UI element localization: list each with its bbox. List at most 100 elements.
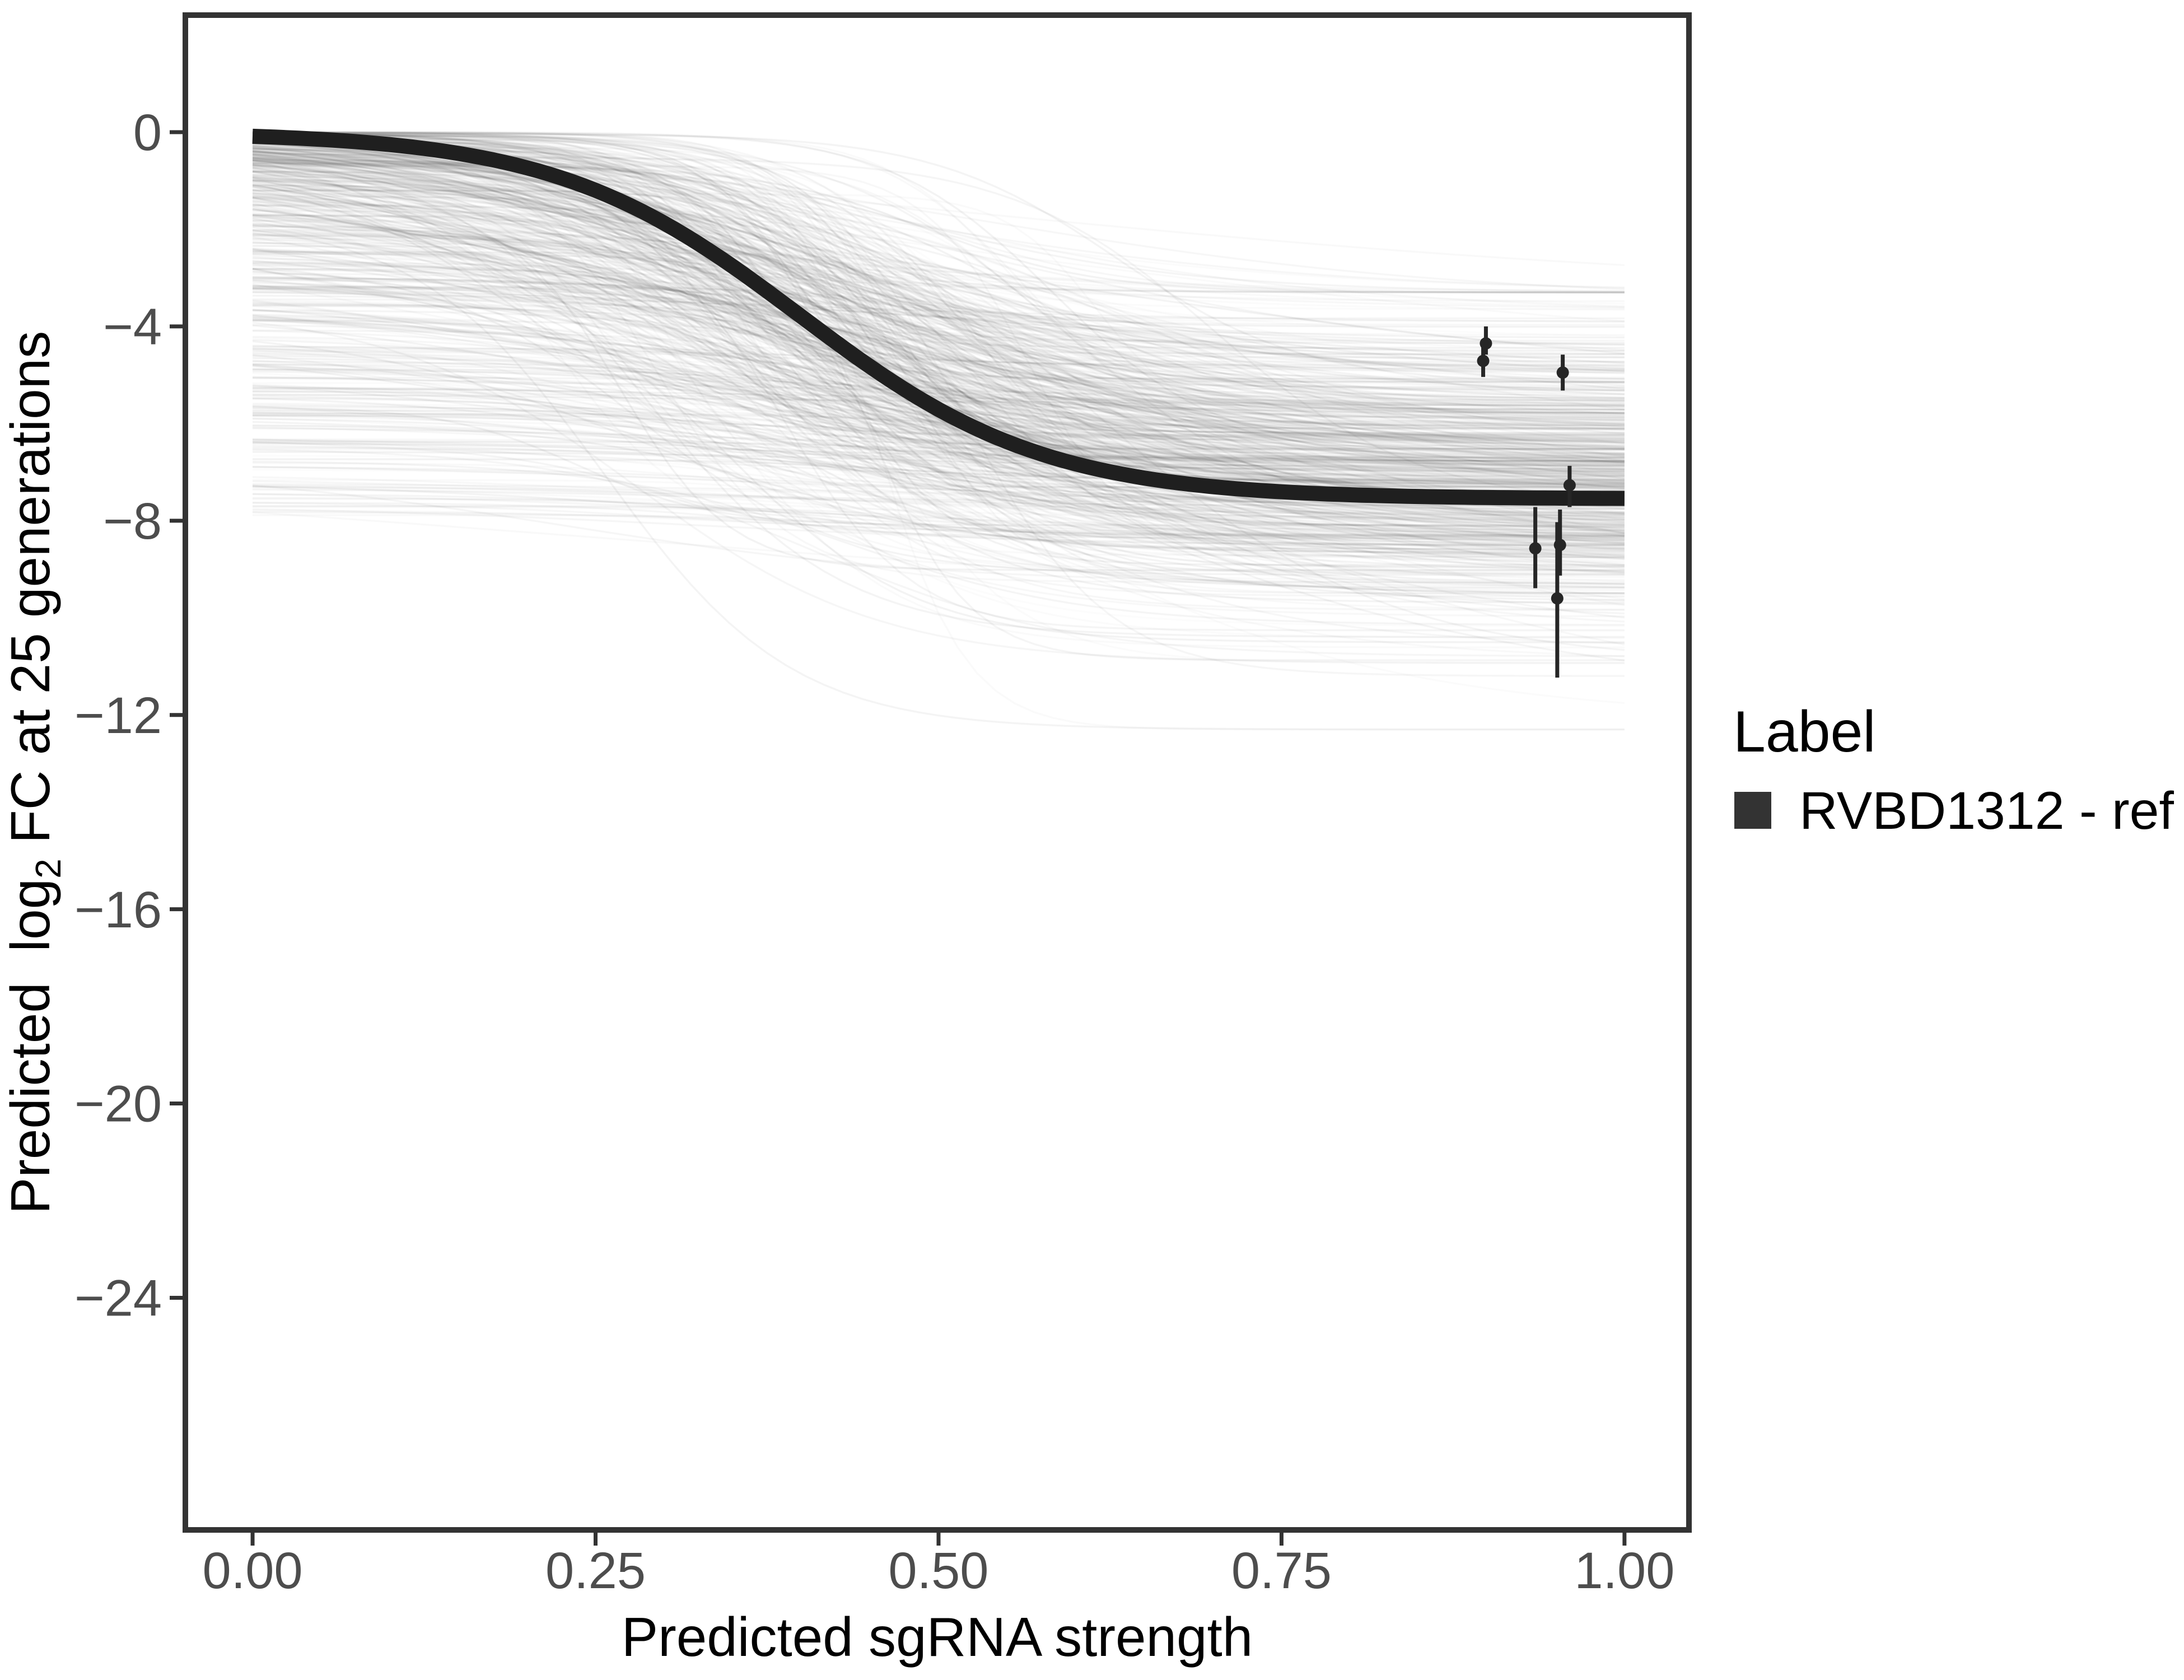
x-tick-label: 1.00 [1574, 1542, 1674, 1599]
posterior-sample-curve [253, 134, 1625, 549]
posterior-sample-curve [252, 279, 1625, 375]
posterior-sample-curve [252, 427, 1625, 450]
y-tick-label: −20 [74, 1076, 162, 1133]
posterior-sample-curve [252, 152, 1625, 400]
posterior-sample-curve [252, 414, 1625, 450]
posterior-sample-curve [252, 213, 1625, 566]
posterior-sample-curve [252, 303, 1625, 461]
posterior-sample-curve [253, 286, 1625, 328]
posterior-sample-curve [252, 451, 1625, 472]
posterior-sample-curve [252, 309, 1625, 468]
y-axis: 0 −4 −8 −12 −16 −20 −24 [74, 104, 185, 1327]
posterior-sample-curve [252, 137, 1625, 359]
x-tick-label: 0.75 [1231, 1542, 1332, 1599]
posterior-sample-curve [252, 225, 1625, 483]
posterior-sample-curve [252, 198, 1625, 514]
posterior-sample-curve [252, 155, 1625, 488]
posterior-sample-curve [252, 200, 1625, 510]
posterior-sample-curve [252, 319, 1625, 427]
posterior-sample-curve [252, 286, 1625, 605]
posterior-sample-curve [252, 276, 1625, 643]
posterior-sample-curve [252, 268, 1625, 540]
posterior-sample-curve [252, 324, 1625, 519]
posterior-sample-curve [253, 497, 1625, 536]
posterior-sample-curve [252, 176, 1625, 372]
data-point [1529, 542, 1542, 555]
posterior-sample-curve [252, 158, 1625, 434]
posterior-sample-curve [252, 181, 1625, 463]
data-point [1477, 354, 1490, 367]
posterior-sample-curve [252, 135, 1625, 528]
legend-key-swatch [1734, 792, 1771, 829]
posterior-sample-curve [252, 314, 1625, 473]
posterior-sample-curve [252, 304, 1625, 344]
posterior-sample-curve [252, 175, 1625, 538]
posterior-sample-curve [252, 368, 1625, 473]
posterior-sample-curve [252, 276, 1625, 395]
posterior-sample-curve [252, 447, 1625, 482]
posterior-sample-curve [252, 319, 1625, 450]
y-tick-label: −16 [74, 881, 162, 939]
y-axis-title-subscript: 2 [28, 858, 68, 879]
posterior-sample-curve [252, 179, 1625, 372]
posterior-sample-curve [253, 441, 1625, 463]
posterior-sample-curve [253, 165, 1625, 293]
posterior-sample-curve [252, 406, 1625, 526]
posterior-sample-curve [252, 309, 1625, 442]
posterior-sample-curve [252, 368, 1625, 542]
posterior-sample-curve [252, 170, 1625, 464]
posterior-sample-curve [252, 234, 1625, 424]
posterior-sample-curve [252, 157, 1625, 421]
posterior-sample-curve [252, 140, 1625, 601]
posterior-sample-curve [252, 140, 1625, 493]
posterior-sample-curve [252, 174, 1625, 532]
posterior-sample-curve [253, 189, 1625, 661]
posterior-sample-curve [252, 241, 1625, 475]
posterior-sample-curve [252, 228, 1625, 414]
posterior-sample-curve [252, 466, 1625, 507]
posterior-sample-curve [252, 340, 1625, 555]
posterior-sample-curve [252, 268, 1625, 576]
posterior-sample-curve [253, 413, 1625, 576]
data-point [1563, 479, 1576, 492]
posterior-sample-curve [252, 192, 1625, 594]
posterior-sample-curve [252, 142, 1625, 595]
posterior-sample-curve [252, 302, 1625, 486]
posterior-sample-curve [252, 139, 1625, 429]
x-axis-title: Predicted sgRNA strength [622, 1606, 1253, 1668]
posterior-sample-curve [252, 417, 1625, 508]
data-point [1556, 366, 1569, 379]
posterior-sample-curve [252, 147, 1625, 450]
posterior-sample-curve [252, 216, 1625, 471]
legend-item-label: RVBD1312 - ref [1799, 781, 2174, 841]
posterior-sample-curve [252, 445, 1625, 539]
posterior-sample-curve [252, 442, 1625, 535]
posterior-sample-curve [252, 397, 1625, 589]
posterior-sample-curve [252, 277, 1625, 392]
y-tick-label: 0 [133, 104, 162, 161]
posterior-sample-curve [252, 309, 1625, 559]
posterior-sample-curve [252, 142, 1625, 419]
posterior-sample-curve [252, 208, 1625, 426]
posterior-sample-curve [253, 214, 1625, 632]
posterior-sample-curve [252, 208, 1625, 517]
posterior-sample-curve [252, 206, 1625, 480]
y-tick-label: −4 [103, 298, 162, 356]
posterior-sample-curve [252, 264, 1625, 531]
posterior-sample-curve [252, 229, 1625, 731]
x-axis: 0.00 0.25 0.50 0.75 1.00 [203, 1530, 1674, 1599]
posterior-sample-curve [252, 184, 1625, 380]
data-point-group [1477, 326, 1576, 678]
posterior-sample-curve [252, 390, 1625, 488]
posterior-sample-curve [252, 144, 1625, 556]
posterior-sample-curve [252, 388, 1625, 466]
posterior-sample-curve [252, 318, 1625, 455]
posterior-sample-curve [252, 280, 1625, 451]
posterior-sample-curve [252, 421, 1625, 463]
posterior-sample-curve [252, 178, 1625, 354]
posterior-sample-curve [252, 288, 1625, 510]
legend: Label RVBD1312 - ref [1733, 699, 2174, 841]
posterior-sample-curve [252, 386, 1625, 408]
